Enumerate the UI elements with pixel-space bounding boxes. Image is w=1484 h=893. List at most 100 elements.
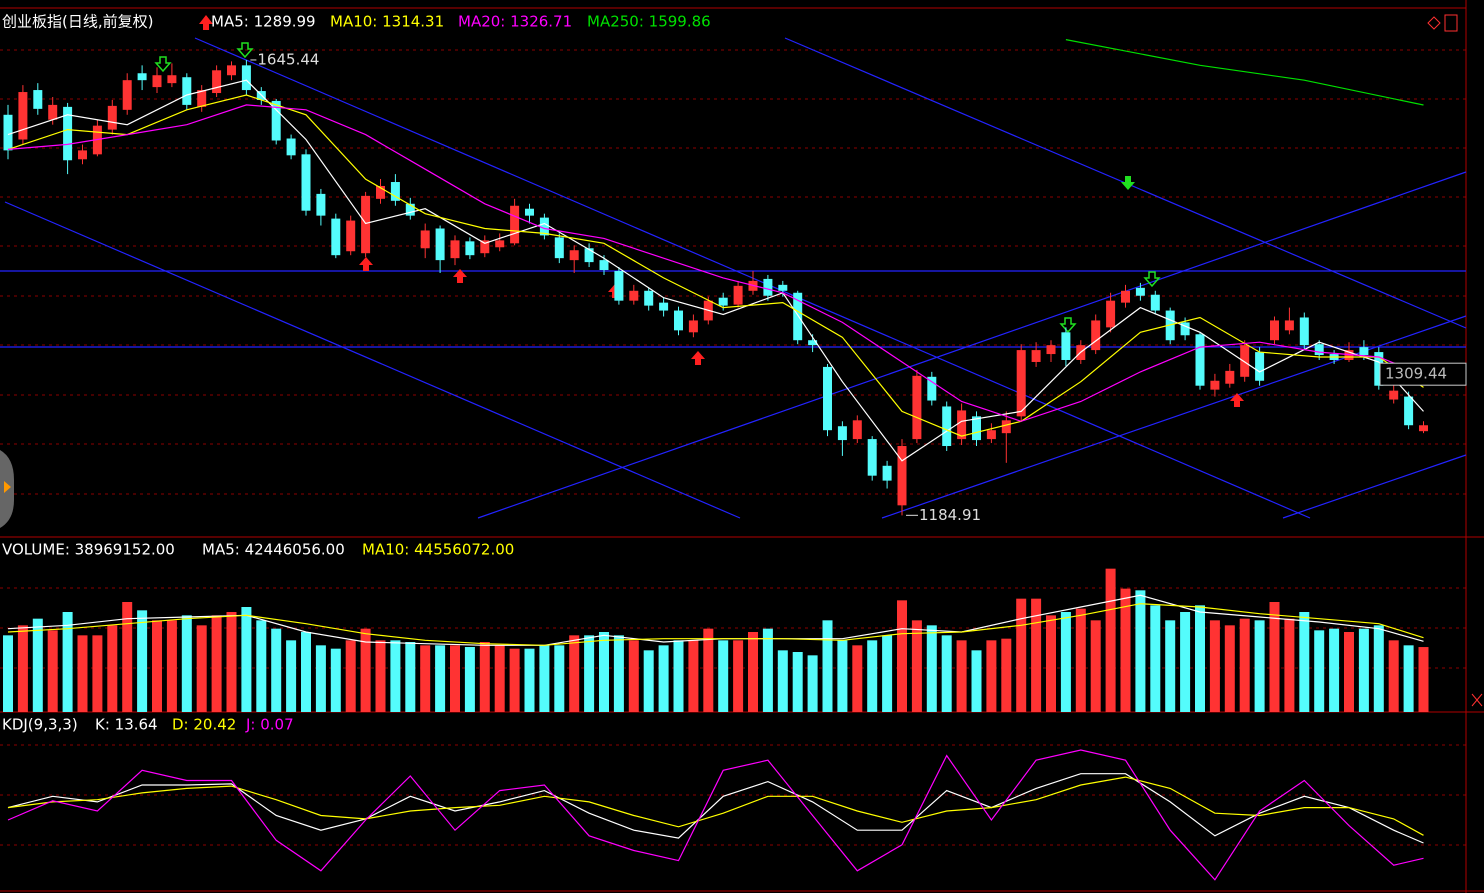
volume-bar xyxy=(1150,605,1161,712)
low-annotation: 1184.91 xyxy=(919,506,981,524)
volume-bar xyxy=(405,642,416,712)
candle-body xyxy=(1195,334,1205,386)
sell-arrow xyxy=(1059,317,1077,334)
candle-body xyxy=(1299,317,1309,346)
volume-bar xyxy=(599,632,609,712)
volume-bar xyxy=(1046,615,1056,712)
candle-body xyxy=(986,430,996,440)
volume-bar xyxy=(3,635,13,712)
volume-bar xyxy=(852,645,863,712)
volume-bar xyxy=(926,625,937,712)
volume-bar xyxy=(777,650,788,712)
candle-body xyxy=(972,416,981,441)
legend-entry: K: 13.64 xyxy=(95,716,158,734)
volume-bar xyxy=(1060,612,1071,712)
candle-body xyxy=(390,182,400,201)
indicator-line xyxy=(7,773,1424,844)
drawn-lines xyxy=(0,37,1467,519)
legend-entry: MA5: 1289.99 xyxy=(211,13,316,31)
candle-body xyxy=(3,114,13,151)
volume-bar xyxy=(301,632,311,712)
candle-body xyxy=(1001,420,1011,434)
candle-body xyxy=(1359,347,1369,356)
candle-body xyxy=(465,241,475,256)
candle-body xyxy=(823,366,832,431)
volume-bar xyxy=(1031,598,1042,712)
candle-body xyxy=(241,65,251,91)
volume-bar xyxy=(390,640,401,712)
volume-bar xyxy=(1120,588,1131,712)
legend-entry: MA20: 1326.71 xyxy=(458,13,572,31)
candle-body xyxy=(480,240,490,254)
volume-bar xyxy=(330,648,341,712)
volume-bar xyxy=(77,635,88,712)
candle-body xyxy=(286,138,296,156)
candle-body xyxy=(733,285,743,305)
volume-bar xyxy=(1299,612,1310,712)
volume-bar xyxy=(32,618,43,712)
candle-body xyxy=(584,248,594,263)
volume-bar xyxy=(360,628,371,712)
volume-bar xyxy=(748,632,758,712)
candle-body xyxy=(271,100,281,141)
volume-bar xyxy=(658,645,669,712)
trend-line xyxy=(1282,454,1467,519)
candle-body xyxy=(942,406,952,447)
volume-bar xyxy=(628,640,639,712)
volume-bar xyxy=(92,635,103,712)
candle-body xyxy=(346,220,356,252)
volume-bar xyxy=(196,625,207,712)
candle-body xyxy=(718,297,728,306)
legend-entry: MA10: 1314.31 xyxy=(330,13,444,31)
close-icon[interactable] xyxy=(1471,693,1483,707)
signal-arrows xyxy=(154,15,1244,407)
volume-bar xyxy=(494,645,505,712)
candle-body xyxy=(778,284,788,291)
candle-body xyxy=(763,278,773,296)
indicator-line xyxy=(7,603,1424,646)
volume-bar xyxy=(1254,620,1265,712)
volume-bar xyxy=(256,620,267,712)
candle-body xyxy=(525,208,534,216)
indicator-line xyxy=(7,749,1424,881)
legend-entry: MA10: 44556072.00 xyxy=(362,541,514,559)
candle-body xyxy=(152,75,162,88)
candle-body xyxy=(1404,396,1414,426)
volume-bar xyxy=(1001,638,1012,712)
volume-bar xyxy=(584,635,595,712)
candle-body xyxy=(1061,332,1071,360)
volume-bar xyxy=(1090,620,1101,712)
volume-bar xyxy=(1284,618,1295,712)
volume-bar xyxy=(286,640,297,712)
volume-title: VOLUME: 38969152.00 xyxy=(2,541,175,559)
window-controls xyxy=(0,14,1483,707)
volume-bar xyxy=(62,612,73,712)
volume-bar xyxy=(107,625,118,712)
candle-body xyxy=(1389,390,1399,400)
candle-body xyxy=(1150,294,1160,311)
volume-bar xyxy=(643,650,654,712)
candle-body xyxy=(495,240,505,248)
candle-body xyxy=(674,310,683,331)
legend-entry: MA250: 1599.86 xyxy=(587,13,711,31)
high-annotation: 1645.44 xyxy=(257,50,319,68)
header-up-arrow xyxy=(199,15,213,30)
expand-icon[interactable] xyxy=(1444,14,1458,32)
candle-body xyxy=(301,154,311,211)
legend-entry: D: 20.42 xyxy=(172,716,236,734)
candle-body xyxy=(614,271,624,301)
candle-body xyxy=(107,105,117,130)
volume-bar xyxy=(1016,598,1027,712)
crosshair-value: 1309.44 xyxy=(1385,365,1447,383)
volume-bar xyxy=(524,648,535,712)
volume-bar xyxy=(17,625,28,712)
volume-bar xyxy=(718,640,729,712)
candle-body xyxy=(182,77,192,105)
candle-body xyxy=(1031,350,1041,362)
candle-body xyxy=(78,150,87,160)
buy-arrow xyxy=(1230,393,1244,407)
candle-body xyxy=(1270,320,1279,341)
diamond-icon[interactable] xyxy=(1427,16,1441,30)
candle-body xyxy=(1374,352,1384,386)
